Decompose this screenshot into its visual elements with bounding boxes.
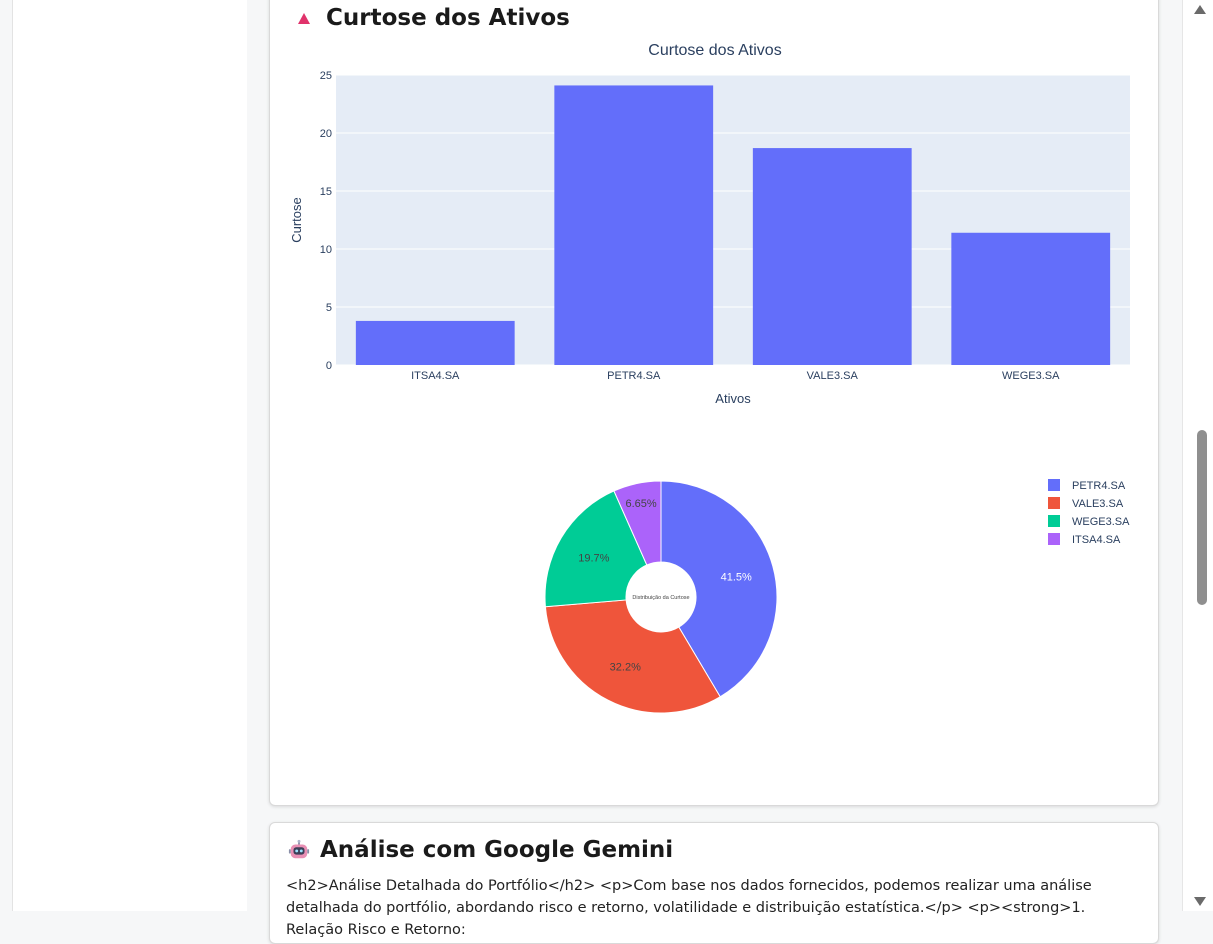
x-tick-label: ITSA4.SA: [411, 370, 460, 382]
pie-slice-label: 19.7%: [578, 552, 609, 564]
legend-swatch[interactable]: [1048, 533, 1060, 545]
legend-label[interactable]: ITSA4.SA: [1072, 534, 1121, 546]
legend-swatch[interactable]: [1048, 497, 1060, 509]
x-tick-label: WEGE3.SA: [1002, 370, 1060, 382]
y-tick-label: 25: [320, 70, 332, 82]
y-tick-label: 10: [320, 244, 332, 256]
x-tick-label: PETR4.SA: [607, 370, 661, 382]
pie-slice-vale3-sa[interactable]: [544, 599, 721, 714]
legend-label[interactable]: WEGE3.SA: [1072, 516, 1130, 528]
kurtosis-pie-chart: 41.5% 32.2% 19.7% 6.65% Distribuição da Cur…: [544, 479, 1130, 714]
bar-petr4-sa[interactable]: [554, 85, 714, 365]
kurtosis-bar-chart: Curtose dos Ativos 0 5 10 15 20 25 ITSA4.SA PE…: [289, 42, 1130, 406]
bar-itsa4-sa[interactable]: [355, 320, 515, 365]
y-tick-label: 20: [320, 128, 332, 140]
pie-slice-label: 32.2%: [610, 661, 641, 673]
sidebar: [12, 0, 248, 911]
y-tick-label: 15: [320, 186, 332, 198]
gemini-heading: Análise com Google Gemini: [288, 837, 673, 863]
robot-icon: [288, 839, 310, 859]
scroll-down-arrow-icon[interactable]: [1194, 897, 1206, 906]
triangle-icon: [298, 12, 310, 24]
scroll-up-arrow-icon[interactable]: [1194, 5, 1206, 14]
left-margin: [0, 0, 12, 911]
pie-slice-petr4-sa[interactable]: [660, 480, 778, 698]
gemini-card: Análise com Google Gemini <h2>Análise De…: [269, 822, 1159, 944]
pie-slice-label: 6.65%: [625, 498, 656, 510]
legend-swatch[interactable]: [1048, 515, 1060, 527]
legend-swatch[interactable]: [1048, 479, 1060, 491]
pie-slice-wege3-sa[interactable]: [544, 490, 648, 608]
bar-wege3-sa[interactable]: [951, 232, 1111, 365]
x-axis-title: Ativos: [715, 391, 751, 406]
kurtosis-heading: Curtose dos Ativos: [292, 5, 570, 31]
gemini-analysis-text: <h2>Análise Detalhada do Portfólio</h2> …: [286, 878, 1092, 938]
legend-label[interactable]: PETR4.SA: [1072, 480, 1126, 492]
kurtosis-card: Curtose dos Ativos Curtose dos Ativos 0 5…: [269, 0, 1159, 806]
vertical-scrollbar[interactable]: [1182, 0, 1213, 911]
bar-vale3-sa[interactable]: [752, 148, 912, 365]
y-axis-title: Curtose: [289, 197, 304, 243]
pie-center-label: Distribuição da Curtose: [632, 595, 689, 601]
y-tick-label: 0: [326, 360, 332, 372]
gemini-heading-text: Análise com Google Gemini: [320, 837, 674, 863]
pie-slice-itsa4-sa[interactable]: [613, 480, 662, 566]
legend-label[interactable]: VALE3.SA: [1072, 498, 1124, 510]
main-content: Curtose dos Ativos Curtose dos Ativos 0 5…: [247, 0, 1182, 944]
pie-slice-label: 41.5%: [721, 571, 752, 583]
scroll-thumb[interactable]: [1197, 430, 1207, 605]
y-tick-label: 5: [326, 302, 332, 314]
kurtosis-heading-text: Curtose dos Ativos: [326, 5, 570, 31]
x-tick-label: VALE3.SA: [807, 370, 859, 382]
bar-chart-title: Curtose dos Ativos: [648, 42, 781, 59]
